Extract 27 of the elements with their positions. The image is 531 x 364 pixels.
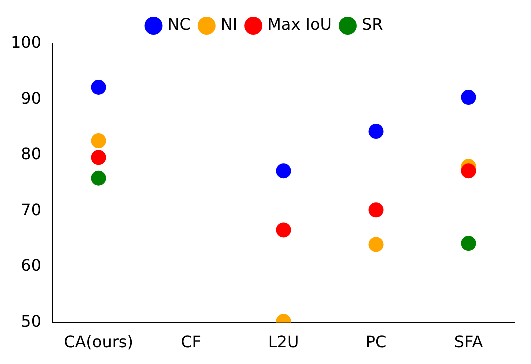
point bbox=[91, 134, 106, 149]
point bbox=[368, 202, 384, 218]
y-tick-label: 80 bbox=[21, 144, 42, 164]
point bbox=[461, 90, 476, 106]
point bbox=[91, 170, 106, 186]
x-tick-label: PC bbox=[366, 332, 387, 352]
point bbox=[91, 150, 106, 166]
point bbox=[368, 237, 384, 252]
point bbox=[91, 80, 106, 95]
x-tick-label: SFA bbox=[454, 332, 484, 352]
x-tick-label: CF bbox=[181, 332, 202, 352]
y-tick-label: 90 bbox=[21, 88, 42, 108]
x-tick-label: CA(ours) bbox=[64, 332, 134, 352]
y-tick-label: 70 bbox=[21, 200, 42, 220]
y-tick-label: 100 bbox=[10, 33, 42, 52]
point bbox=[368, 124, 384, 140]
y-tick-label: 50 bbox=[21, 312, 42, 331]
point bbox=[461, 236, 476, 252]
legend-label: NC bbox=[168, 15, 191, 34]
point bbox=[461, 164, 476, 179]
legend-label: Max IoU bbox=[268, 15, 332, 34]
y-tick-label: 60 bbox=[21, 256, 42, 276]
legend-label: NI bbox=[220, 15, 238, 34]
legend-label: SR bbox=[362, 15, 384, 34]
point bbox=[276, 164, 292, 179]
point bbox=[276, 222, 292, 238]
x-tick-label: L2U bbox=[268, 332, 300, 352]
